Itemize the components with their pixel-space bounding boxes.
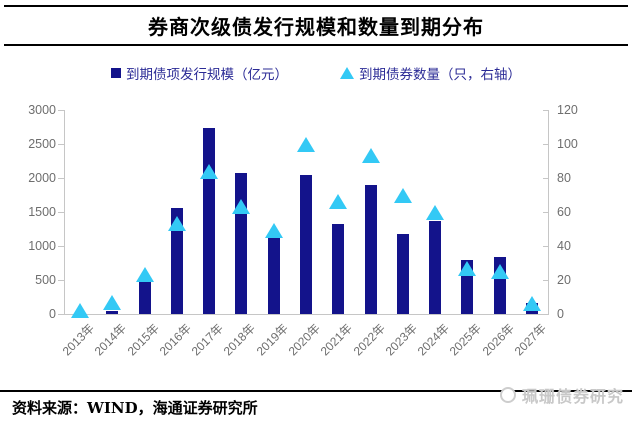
triangle-2027年 (522, 296, 541, 312)
y-right-tick (543, 110, 549, 111)
y-left-tick-label: 2500 (28, 137, 56, 151)
y-axis-left (64, 110, 65, 314)
legend-label-scale: 到期债项发行规模（亿元） (126, 67, 288, 83)
triangle-2015年 (135, 267, 154, 283)
square-marker-icon (111, 68, 121, 78)
triangle-2017年 (200, 163, 219, 179)
y-left-tick (58, 178, 64, 179)
y-left-tick (58, 110, 64, 111)
y-right-tick (543, 280, 549, 281)
y-right-tick (543, 246, 549, 247)
triangle-2018年 (232, 199, 251, 215)
y-right-tick (543, 144, 549, 145)
top-border-line (4, 5, 628, 7)
triangle-2021年 (329, 194, 348, 210)
y-right-tick-label: 120 (557, 103, 578, 117)
triangle-2019年 (264, 223, 283, 239)
y-right-tick-label: 80 (557, 171, 571, 185)
triangle-2026年 (490, 264, 509, 279)
y-right-tick-label: 40 (557, 239, 571, 253)
bar-2023年 (396, 233, 409, 314)
bar-2020年 (300, 174, 312, 314)
watermark-logo-icon (499, 387, 516, 403)
y-right-tick-label: 20 (557, 273, 571, 287)
legend-item-bond-count: 到期债券数量（只，右轴） (340, 63, 521, 83)
triangle-2014年 (103, 294, 122, 310)
y-left-tick-label: 2000 (28, 171, 56, 185)
y-left-tick (58, 212, 64, 213)
source-note: 资料来源：WIND，海通证券研究所 (12, 399, 258, 417)
triangle-2025年 (458, 260, 477, 276)
y-right-tick-label: 0 (557, 307, 564, 321)
y-left-tick (58, 280, 64, 281)
y-left-tick-label: 500 (35, 273, 56, 287)
triangle-marker-icon (340, 67, 354, 79)
legend-label-count: 到期债券数量（只，右轴） (359, 67, 521, 83)
y-right-tick-label: 60 (557, 205, 571, 219)
y-left-tick (58, 246, 64, 247)
footer-divider-line (0, 390, 632, 392)
y-right-tick (543, 314, 549, 315)
bar-2019年 (267, 235, 280, 314)
y-left-tick-label: 3000 (28, 103, 56, 117)
title-underline (4, 44, 628, 46)
bar-2017年 (203, 128, 216, 314)
bar-2024年 (429, 220, 442, 314)
watermark-text: 珮珊债券研究 (521, 387, 624, 406)
triangle-2023年 (393, 187, 412, 203)
legend-item-issuance-scale: 到期债项发行规模（亿元） (111, 63, 288, 83)
bar-2016年 (170, 207, 183, 314)
x-axis (64, 314, 549, 315)
y-left-tick-label: 1500 (28, 205, 56, 219)
y-right-tick (543, 178, 549, 179)
bar-2018年 (235, 173, 248, 314)
y-right-tick-label: 100 (557, 137, 578, 151)
triangle-2024年 (426, 204, 445, 220)
y-right-tick (543, 212, 549, 213)
y-left-tick (58, 144, 64, 145)
y-left-tick-label: 1000 (28, 239, 56, 253)
bar-2021年 (332, 223, 345, 314)
bar-2014年 (106, 310, 119, 314)
watermark: 珮珊债券研究 (499, 383, 624, 407)
triangle-2016年 (167, 216, 186, 232)
y-left-tick (58, 314, 64, 315)
y-left-tick-label: 0 (49, 307, 56, 321)
triangle-2022年 (361, 148, 380, 164)
bar-2015年 (138, 277, 151, 314)
bar-2022年 (364, 184, 377, 314)
legend: 到期债项发行规模（亿元） 到期债券数量（只，右轴） (0, 63, 632, 83)
triangle-2020年 (297, 136, 315, 152)
chart-title: 券商次级债发行规模和数量到期分布 (148, 15, 484, 39)
triangle-2013年 (71, 303, 90, 319)
